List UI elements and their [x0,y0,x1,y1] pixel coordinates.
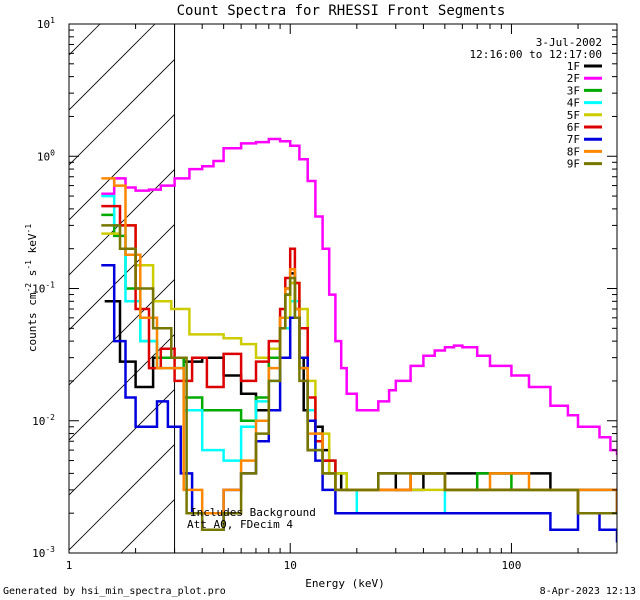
series-line-4f [101,194,617,515]
hatch-line [69,278,175,386]
y-axis-label: counts cm-2 s-1 keV-1 [24,224,39,352]
x-tick-label: 1 [66,559,73,572]
chart-title: Count Spectra for RHESSI Front Segments [177,3,506,19]
series-layer [101,137,617,543]
hatched-region [69,24,640,553]
footer-timestamp: 8-Apr-2023 12:13 [540,586,636,597]
date-label: 3-Jul-2002 [536,36,602,49]
legend-label-8f: 8F [567,145,580,158]
series-line-7f [101,263,617,543]
time-range-label: 12:16:00 to 12:17:00 [470,48,602,61]
series-line-2f [101,137,617,456]
legend-label-1f: 1F [567,60,580,73]
legend-label-3f: 3F [567,84,580,97]
annotation-background: Includes Background [190,506,316,519]
x-tick-label: 100 [502,559,522,572]
y-tick-label: 10-2 [32,413,55,428]
legend-label-7f: 7F [567,133,580,146]
legend-label-4f: 4F [567,97,580,110]
legend-label-9f: 9F [567,158,580,171]
hatch-line [69,58,175,166]
hatch-line [616,24,640,553]
series-line-9f [101,224,617,531]
y-tick-label: 101 [37,16,55,31]
series-line-8f [101,177,617,515]
footer-generated-by: Generated by hsi_min_spectra_plot.pro [3,586,226,597]
x-tick-label: 10 [284,559,297,572]
hatch-line [69,223,175,331]
hatch-line [69,443,175,551]
y-tick-label: 100 [37,148,55,163]
legend-label-2f: 2F [567,72,580,85]
legend-label-6f: 6F [567,121,580,134]
series-line-3f [101,213,617,515]
y-tick-label: 10-3 [32,545,55,560]
legend-label-5f: 5F [567,109,580,122]
annotation-attenuator: Att A0, FDecim 4 [187,518,293,531]
series-line-6f [101,204,617,515]
x-axis-label: Energy (keV) [305,577,384,590]
hatch-line [69,388,175,496]
